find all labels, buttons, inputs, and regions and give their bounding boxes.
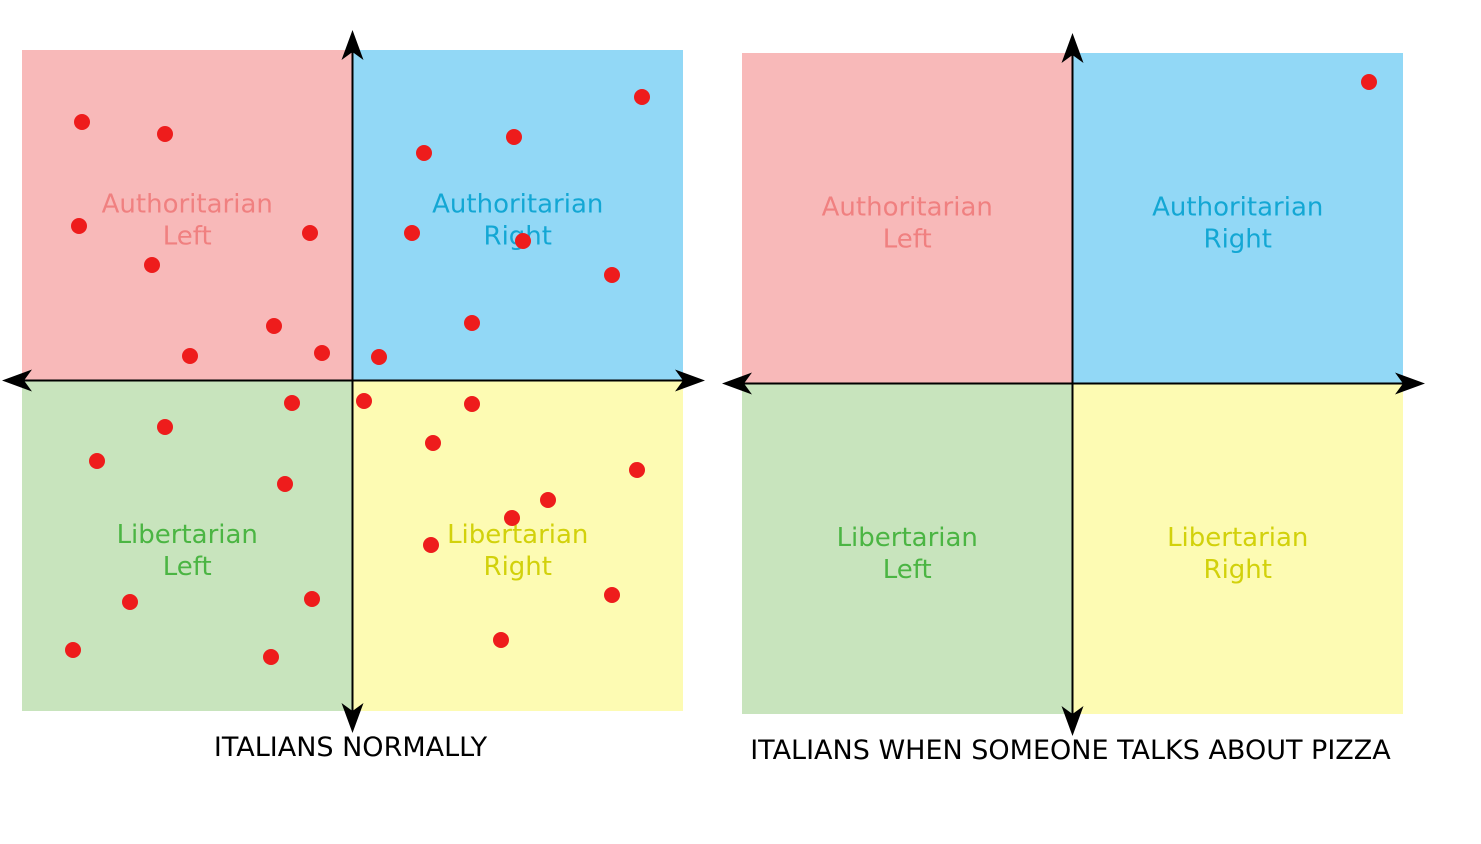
- dot: [604, 267, 620, 283]
- caption: ITALIANS NORMALLY: [214, 732, 488, 763]
- arrow-head: [1061, 33, 1084, 63]
- arrow-head: [2, 369, 32, 392]
- dot: [266, 318, 282, 334]
- dot: [277, 476, 293, 492]
- quadrant-label: Libertarian Left: [117, 520, 258, 582]
- label-line: Libertarian: [447, 520, 588, 550]
- label-line: Authoritarian: [1152, 192, 1323, 222]
- arrow-head: [722, 372, 752, 395]
- compass: AuthoritarianLeftAuthoritarianRightLiber…: [2, 30, 705, 763]
- quadrant: [742, 383, 1073, 714]
- dot: [1361, 74, 1377, 90]
- caption: ITALIANS WHEN SOMEONE TALKS ABOUT PIZZA: [750, 735, 1391, 766]
- label-line: Libertarian: [117, 520, 258, 550]
- label-line: Libertarian: [837, 523, 978, 553]
- label-line: Authoritarian: [822, 192, 993, 222]
- dot: [314, 345, 330, 361]
- dot: [263, 649, 279, 665]
- dot: [464, 396, 480, 412]
- dot: [423, 537, 439, 553]
- dot: [157, 126, 173, 142]
- quadrant: [1072, 53, 1403, 384]
- dot: [74, 114, 90, 130]
- arrow-head: [341, 703, 364, 733]
- dot: [182, 348, 198, 364]
- dot: [144, 257, 160, 273]
- label-line: Left: [883, 555, 932, 585]
- label-line: Left: [163, 552, 212, 582]
- quadrant: [22, 50, 353, 381]
- quadrant: [742, 53, 1073, 384]
- dot: [89, 453, 105, 469]
- arrow-head: [675, 369, 705, 392]
- dot: [634, 89, 650, 105]
- dot: [464, 315, 480, 331]
- dot: [604, 587, 620, 603]
- label-line: Right: [484, 552, 552, 582]
- dot: [416, 145, 432, 161]
- quadrant: [1072, 383, 1403, 714]
- dot: [493, 632, 509, 648]
- quadrant-label: Libertarian Right: [447, 520, 588, 582]
- dot: [356, 393, 372, 409]
- label-line: Left: [883, 224, 932, 254]
- dot: [515, 233, 531, 249]
- quadrant-label: Authoritarian Left: [102, 189, 273, 251]
- label-line: Authoritarian: [102, 189, 273, 219]
- dot: [506, 129, 522, 145]
- quadrant-label: Authoritarian Left: [822, 192, 993, 254]
- label-line: Right: [1204, 224, 1272, 254]
- quadrant: [352, 50, 683, 381]
- label-line: Left: [163, 221, 212, 251]
- label-line: Right: [1204, 555, 1272, 585]
- dot: [540, 492, 556, 508]
- dot: [404, 225, 420, 241]
- dot: [157, 419, 173, 435]
- quadrant-label: Libertarian Right: [1167, 523, 1308, 585]
- arrow-head: [1395, 372, 1425, 395]
- dot: [371, 349, 387, 365]
- label-line: Authoritarian: [432, 189, 603, 219]
- arrow-head: [341, 30, 364, 60]
- dot: [302, 225, 318, 241]
- quadrant-label: Libertarian Left: [837, 523, 978, 585]
- arrow-head: [1061, 706, 1084, 736]
- dot: [304, 591, 320, 607]
- label-line: Libertarian: [1167, 523, 1308, 553]
- dot: [65, 642, 81, 658]
- quadrant: [352, 380, 683, 711]
- dot: [504, 510, 520, 526]
- dot: [71, 218, 87, 234]
- dot: [122, 594, 138, 610]
- dot: [425, 435, 441, 451]
- dot: [284, 395, 300, 411]
- dot: [629, 462, 645, 478]
